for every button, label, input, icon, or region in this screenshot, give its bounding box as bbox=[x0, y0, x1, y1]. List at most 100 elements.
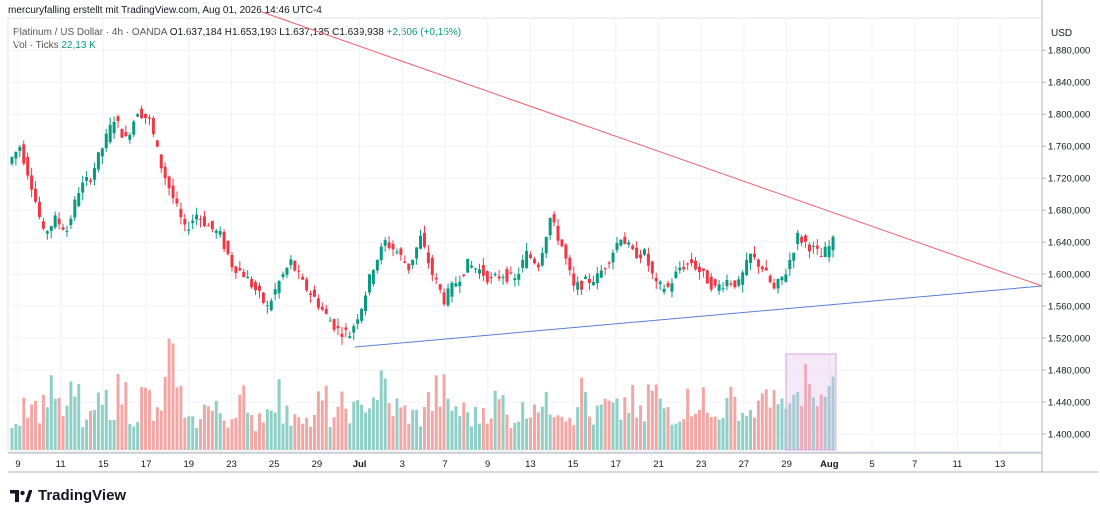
time-tick-label: 15 bbox=[568, 459, 579, 470]
candle-body bbox=[356, 319, 360, 324]
candle-body bbox=[804, 235, 808, 242]
candle-body bbox=[737, 279, 741, 286]
candle-body bbox=[764, 267, 768, 271]
candle-body bbox=[163, 166, 167, 179]
volume-bar bbox=[53, 398, 57, 450]
candle-body bbox=[454, 283, 458, 287]
volume-bar bbox=[49, 375, 53, 450]
volume-bar bbox=[701, 387, 705, 450]
price-tick-label: 1.600,000 bbox=[1048, 270, 1090, 281]
volume-bar bbox=[768, 407, 772, 450]
volume-bar bbox=[191, 416, 195, 450]
candle-body bbox=[434, 277, 438, 280]
volume-bar bbox=[10, 427, 14, 450]
volume-bar bbox=[650, 390, 654, 450]
candle-body bbox=[760, 266, 764, 270]
candle-body bbox=[556, 225, 560, 241]
volume-bar bbox=[407, 423, 411, 450]
volume-bar bbox=[725, 397, 729, 450]
time-tick-label: 7 bbox=[442, 459, 447, 470]
candle-body bbox=[501, 276, 505, 278]
candle-body bbox=[639, 254, 643, 259]
chart-legend: Platinum / US Dollar · 4h · OANDA O1.637… bbox=[13, 26, 461, 52]
candle-body bbox=[352, 326, 356, 333]
candle-body bbox=[682, 266, 686, 270]
candle-body bbox=[159, 154, 163, 169]
volume-bar bbox=[387, 403, 391, 450]
candle-body bbox=[697, 266, 701, 273]
candle-body bbox=[242, 271, 246, 278]
volume-bar bbox=[214, 400, 218, 450]
candle-body bbox=[662, 288, 666, 292]
tradingview-brand[interactable]: TradingView bbox=[10, 487, 126, 504]
candle-body bbox=[53, 215, 57, 228]
candle-body bbox=[167, 176, 171, 189]
candle-body bbox=[218, 231, 222, 235]
time-tick-label: Aug bbox=[820, 459, 839, 470]
candle-body bbox=[336, 326, 340, 329]
candle-body bbox=[18, 147, 22, 151]
candle-body bbox=[26, 156, 30, 176]
candle-body bbox=[85, 177, 89, 181]
volume-bar bbox=[128, 423, 132, 450]
candle-body bbox=[116, 116, 120, 122]
volume-bar bbox=[305, 417, 309, 450]
volume-bar bbox=[375, 399, 379, 450]
candle-body bbox=[752, 253, 756, 258]
candle-body bbox=[371, 270, 375, 285]
candle-body bbox=[477, 269, 481, 274]
candle-body bbox=[364, 295, 368, 312]
volume-bar bbox=[257, 413, 261, 450]
candle-body bbox=[92, 168, 96, 180]
volume-bar bbox=[167, 338, 171, 450]
candle-body bbox=[815, 245, 819, 249]
volume-bar bbox=[733, 396, 737, 450]
volume-bar bbox=[108, 419, 112, 450]
volume-bar bbox=[532, 404, 536, 450]
volume-bar bbox=[383, 378, 387, 450]
time-axis[interactable]: 9 11 15 17 19 23 25 29 Jul 3 7 9 13 15 17 21 23 27 29 Aug 5 7… bbox=[8, 452, 1098, 473]
candle-body bbox=[438, 284, 442, 290]
candle-body bbox=[312, 289, 316, 297]
volume-bar bbox=[760, 393, 764, 450]
candle-body bbox=[701, 268, 705, 271]
volume-bar bbox=[391, 416, 395, 450]
volume-bar bbox=[474, 406, 478, 450]
candle-body bbox=[768, 276, 772, 283]
candle-body bbox=[187, 229, 191, 231]
time-tick-label: 29 bbox=[312, 459, 323, 470]
volume-bar bbox=[147, 390, 151, 450]
price-tick-label: 1.800,000 bbox=[1048, 110, 1090, 121]
candle-body bbox=[132, 121, 136, 135]
candle-body bbox=[65, 231, 69, 233]
price-axis[interactable]: USD 1.400,000 1.440,000 1.480,000 1.520,000 1… bbox=[1041, 0, 1090, 472]
volume-bar bbox=[281, 423, 285, 450]
volume-bar bbox=[666, 407, 670, 450]
candle-body bbox=[73, 199, 77, 218]
volume-bar bbox=[230, 419, 234, 450]
volume-bar bbox=[556, 415, 560, 450]
volume-bar bbox=[470, 426, 474, 450]
candle-body bbox=[690, 259, 694, 264]
volume-bar bbox=[564, 421, 568, 450]
candle-body bbox=[422, 232, 426, 247]
volume-bar bbox=[41, 394, 45, 450]
volume-bar bbox=[120, 404, 124, 450]
volume-bar bbox=[595, 405, 599, 450]
volume-bar bbox=[501, 395, 505, 450]
volume-bar bbox=[415, 409, 419, 450]
candle-body bbox=[631, 245, 635, 250]
candle-body bbox=[717, 284, 721, 291]
candle-body bbox=[446, 288, 450, 306]
candle-body bbox=[823, 246, 827, 257]
candle-body bbox=[642, 249, 646, 255]
support-trendline bbox=[354, 285, 1043, 348]
volume-bar bbox=[572, 425, 576, 450]
time-tick-label: 11 bbox=[952, 459, 962, 470]
candlesticks bbox=[10, 105, 835, 345]
volume-bar bbox=[642, 421, 646, 450]
candle-body bbox=[96, 152, 100, 170]
volume-bar bbox=[297, 417, 301, 450]
resistance-trendline bbox=[261, 11, 1043, 287]
